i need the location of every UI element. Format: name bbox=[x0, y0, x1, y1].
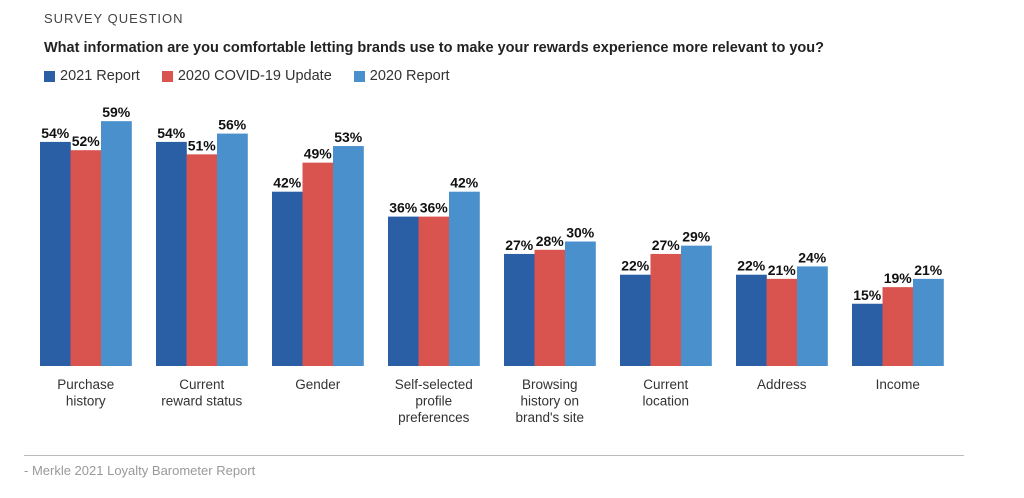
bar-group-address: 22% 21%24% Address bbox=[736, 249, 828, 392]
bar-2021-report bbox=[156, 141, 187, 366]
legend-swatch-2020-report bbox=[353, 70, 365, 82]
bar-2020-report bbox=[681, 245, 712, 366]
category-label: location bbox=[642, 394, 689, 409]
category-label: Address bbox=[757, 377, 807, 392]
chart-title: What information are you comfortable let… bbox=[44, 40, 824, 56]
data-label: 49% bbox=[304, 146, 333, 162]
data-label: 30% bbox=[566, 225, 595, 241]
bar-2020-covid-19-update bbox=[418, 216, 450, 366]
bar-2021-report bbox=[40, 141, 71, 366]
bar-group-current-location: 22%27%29% Current location bbox=[620, 229, 712, 409]
category-label: profile bbox=[415, 394, 452, 409]
category-label: Current bbox=[643, 377, 688, 392]
bar-2020-report bbox=[565, 241, 596, 366]
bar-2021-report bbox=[504, 253, 535, 366]
data-label: 22% bbox=[737, 258, 766, 274]
data-label: 24% bbox=[798, 249, 827, 265]
footer-divider bbox=[24, 455, 964, 456]
legend-swatch-2021-report bbox=[44, 70, 55, 82]
data-label: 42% bbox=[450, 175, 479, 191]
data-label: 36% bbox=[420, 200, 449, 216]
category-label: Self-selected bbox=[395, 377, 473, 392]
survey-question-eyebrow: SURVEY QUESTION bbox=[44, 11, 184, 26]
bar-2020-covid-19-update bbox=[70, 150, 102, 366]
category-label: Gender bbox=[295, 377, 341, 392]
data-label: 56% bbox=[218, 117, 247, 133]
bar-2021-report bbox=[852, 303, 883, 366]
data-label: 59% bbox=[102, 104, 131, 120]
bar-2020-covid-19-update bbox=[650, 253, 682, 366]
bar-2020-covid-19-update bbox=[186, 154, 218, 366]
legend-item-2020-report: 2020 Report bbox=[353, 68, 450, 84]
data-label: 54% bbox=[41, 125, 70, 141]
category-label: Current bbox=[179, 377, 224, 392]
category-label: Purchase bbox=[57, 377, 114, 392]
data-label: 22% bbox=[621, 258, 650, 274]
bar-2020-report bbox=[217, 133, 248, 366]
category-label: history bbox=[66, 394, 106, 409]
bar-2020-report bbox=[449, 191, 480, 366]
data-label: 19% bbox=[884, 270, 913, 286]
category-label: preferences bbox=[398, 410, 470, 425]
bar-group-current-reward-status: 54%51%56% Current reward status bbox=[156, 117, 248, 409]
bar-2020-covid-19-update bbox=[302, 162, 334, 366]
category-label: reward status bbox=[161, 394, 242, 409]
bar-2020-covid-19-update bbox=[534, 249, 566, 366]
legend-item-2020-covid-update: 2020 COVID-19 Update bbox=[161, 68, 332, 84]
source-note: - Merkle 2021 Loyalty Barometer Report bbox=[24, 463, 256, 478]
bar-2021-report bbox=[388, 216, 419, 366]
data-label: 21% bbox=[914, 262, 943, 278]
bar-2021-report bbox=[736, 274, 767, 366]
category-label: history on bbox=[520, 394, 579, 409]
bar-2020-covid-19-update bbox=[766, 278, 798, 366]
data-label: 36% bbox=[389, 200, 418, 216]
bar-2020-report bbox=[797, 266, 828, 366]
bar-2021-report bbox=[272, 191, 303, 366]
chart-legend: 2021 Report 2020 COVID-19 Update 2020 Re… bbox=[44, 68, 450, 84]
data-label: 52% bbox=[72, 133, 101, 149]
bar-2020-report bbox=[333, 146, 364, 366]
category-label: Browsing bbox=[522, 377, 578, 392]
bar-2020-covid-19-update bbox=[882, 287, 914, 366]
data-label: 28% bbox=[536, 233, 565, 249]
bar-2020-report bbox=[101, 121, 132, 367]
bar-group-gender: 42%49%53% Gender bbox=[272, 129, 364, 392]
legend-label: 2021 Report bbox=[60, 68, 140, 84]
bar-group-income: 15%19%21% Income bbox=[852, 262, 944, 392]
legend-swatch-2020-covid-update bbox=[161, 70, 173, 82]
data-label: 15% bbox=[853, 287, 882, 303]
data-label: 21% bbox=[768, 262, 797, 278]
data-label: 29% bbox=[682, 229, 711, 245]
data-label: 27% bbox=[505, 237, 534, 253]
category-label: Income bbox=[876, 377, 920, 392]
data-label: 27% bbox=[652, 237, 681, 253]
category-label: brand's site bbox=[515, 410, 584, 425]
bar-2020-report bbox=[913, 278, 944, 366]
data-label: 51% bbox=[188, 137, 217, 153]
data-label: 53% bbox=[334, 129, 363, 145]
legend-item-2021-report: 2021 Report bbox=[44, 68, 140, 84]
legend-label: 2020 COVID-19 Update bbox=[177, 68, 332, 84]
bar-group-purchase-history: 54%52%59% Purchase history bbox=[40, 104, 132, 409]
legend-label: 2020 Report bbox=[369, 68, 450, 84]
bar-2021-report bbox=[620, 274, 651, 366]
data-label: 54% bbox=[157, 125, 186, 141]
data-label: 42% bbox=[273, 175, 302, 191]
